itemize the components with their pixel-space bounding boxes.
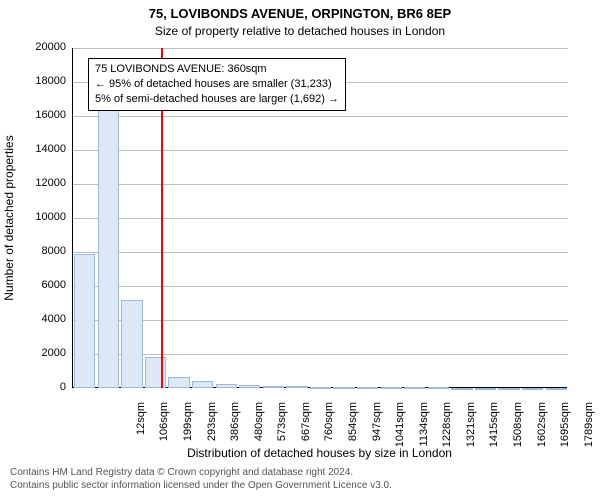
x-tick-label: 1415sqm [488, 402, 500, 462]
annotation-line-2: ← 95% of detached houses are smaller (31… [95, 77, 339, 92]
histogram-bar [357, 387, 378, 389]
footer-credits: Contains HM Land Registry data © Crown c… [10, 466, 392, 492]
x-tick-label: 1789sqm [583, 402, 595, 462]
y-tick-label: 10000 [16, 211, 66, 223]
x-tick-label: 12sqm [135, 402, 147, 462]
y-tick-label: 4000 [16, 313, 66, 325]
x-tick-label: 667sqm [300, 402, 312, 462]
x-tick-label: 1508sqm [512, 402, 524, 462]
histogram-bar [404, 387, 425, 389]
histogram-bar [498, 388, 519, 390]
x-tick-label: 293sqm [206, 402, 218, 462]
histogram-bar [239, 385, 260, 388]
x-tick-label: 1695sqm [559, 402, 571, 462]
y-tick-label: 18000 [16, 75, 66, 87]
annotation-box: 75 LOVIBONDS AVENUE: 360sqm ← 95% of det… [88, 58, 346, 111]
histogram-bar [451, 388, 472, 390]
x-tick-label: 760sqm [323, 402, 335, 462]
histogram-bar [121, 300, 142, 388]
y-gridline [73, 48, 568, 49]
x-tick-label: 1602sqm [536, 402, 548, 462]
y-axis-label: Number of detached properties [2, 118, 16, 318]
annotation-line-3: 5% of semi-detached houses are larger (1… [95, 92, 339, 107]
chart-subtitle: Size of property relative to detached ho… [0, 24, 600, 38]
y-gridline [73, 286, 568, 287]
histogram-bar [546, 388, 567, 390]
histogram-bar [168, 377, 189, 388]
x-tick-label: 1041sqm [394, 402, 406, 462]
footer-line-1: Contains HM Land Registry data © Crown c… [10, 466, 392, 479]
y-gridline [73, 320, 568, 321]
histogram-bar [98, 106, 119, 388]
x-tick-label: 386sqm [229, 402, 241, 462]
y-gridline [73, 252, 568, 253]
y-gridline [73, 116, 568, 117]
x-tick-label: 1321sqm [465, 402, 477, 462]
y-gridline [73, 218, 568, 219]
annotation-line-1: 75 LOVIBONDS AVENUE: 360sqm [95, 62, 339, 77]
x-tick-label: 573sqm [276, 402, 288, 462]
y-gridline [73, 184, 568, 185]
histogram-bar [381, 387, 402, 389]
y-tick-label: 0 [16, 381, 66, 393]
y-tick-label: 12000 [16, 177, 66, 189]
y-tick-label: 8000 [16, 245, 66, 257]
histogram-bar [263, 386, 284, 388]
histogram-bar [475, 388, 496, 390]
histogram-bar [310, 387, 331, 389]
y-tick-label: 20000 [16, 41, 66, 53]
histogram-bar [216, 384, 237, 388]
footer-line-2: Contains public sector information licen… [10, 479, 392, 492]
y-tick-label: 2000 [16, 347, 66, 359]
x-tick-label: 947sqm [371, 402, 383, 462]
histogram-bar [333, 387, 354, 389]
y-gridline [73, 150, 568, 151]
y-tick-label: 16000 [16, 109, 66, 121]
y-tick-label: 14000 [16, 143, 66, 155]
histogram-bar [192, 381, 213, 388]
chart-container: 75, LOVIBONDS AVENUE, ORPINGTON, BR6 8EP… [0, 0, 600, 500]
x-tick-label: 480sqm [253, 402, 265, 462]
histogram-bar [74, 254, 95, 388]
y-tick-label: 6000 [16, 279, 66, 291]
x-tick-label: 854sqm [347, 402, 359, 462]
histogram-bar [522, 388, 543, 390]
y-gridline [73, 354, 568, 355]
x-tick-label: 106sqm [158, 402, 170, 462]
x-tick-label: 1228sqm [441, 402, 453, 462]
chart-title: 75, LOVIBONDS AVENUE, ORPINGTON, BR6 8EP [0, 6, 600, 21]
histogram-bar [428, 387, 449, 389]
x-tick-label: 1134sqm [418, 402, 430, 462]
x-tick-label: 199sqm [182, 402, 194, 462]
histogram-bar [286, 386, 307, 388]
